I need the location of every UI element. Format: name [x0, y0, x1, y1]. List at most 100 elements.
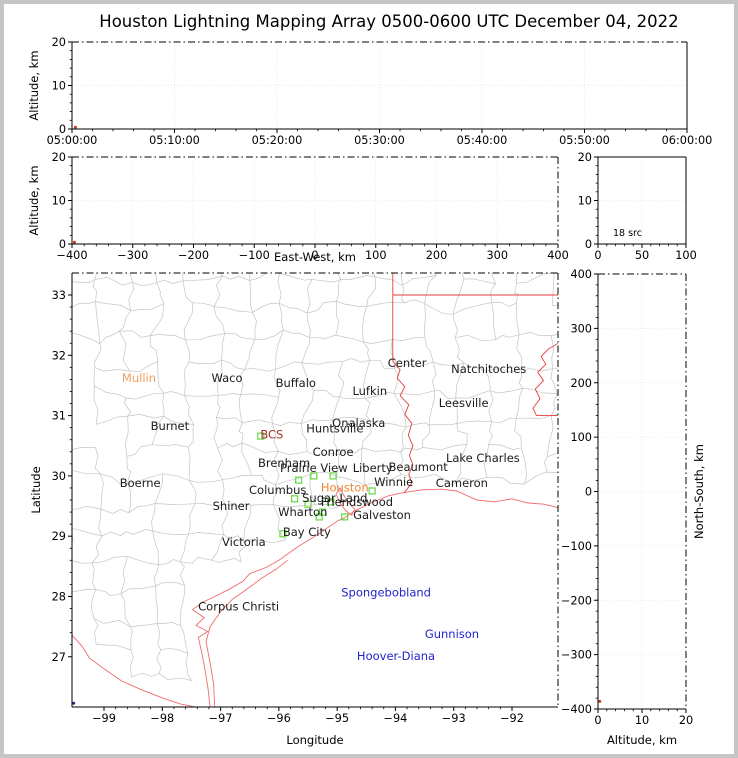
county-line	[180, 556, 212, 564]
county-line	[543, 456, 548, 473]
plan-view-map-axes: −99 −98 −97 −96 −95 −94 −93 −92 27 28 29 30 31 32 33	[52, 272, 559, 725]
station-marker	[329, 472, 337, 480]
county-line	[189, 479, 223, 483]
county-line	[335, 301, 340, 336]
county-line	[241, 442, 252, 476]
y-tick-label: 20	[578, 151, 592, 164]
county-line	[119, 330, 151, 338]
ew-panel-xlabel: East-West, km	[274, 250, 356, 264]
county-line	[311, 278, 341, 283]
county-line	[275, 474, 311, 486]
county-line	[519, 217, 548, 220]
county-line	[339, 396, 365, 400]
county-line	[157, 622, 181, 627]
county-line	[130, 649, 134, 678]
county-line	[336, 217, 365, 230]
county-line	[307, 217, 336, 219]
county-line	[332, 396, 340, 420]
county-line	[424, 275, 437, 304]
county-line	[62, 510, 72, 528]
x-tick-label: 100	[675, 249, 697, 262]
y-tick-label: 10	[52, 195, 66, 208]
county-line	[397, 219, 437, 223]
county-line	[184, 394, 219, 397]
county-line	[179, 534, 189, 562]
county-line	[213, 306, 225, 334]
county-line	[152, 530, 189, 535]
county-line	[486, 476, 525, 485]
county-line	[516, 334, 522, 370]
state-borders-and-coastline	[72, 273, 558, 707]
x-tick-label: 05:50:00	[559, 134, 610, 147]
county-line	[362, 447, 401, 453]
source-count-panel	[597, 156, 687, 245]
eastwest-altitude-panel	[71, 156, 559, 245]
y-tick-label: 10	[52, 80, 66, 93]
county-line	[180, 625, 189, 654]
county-line	[151, 415, 165, 445]
county-line	[515, 303, 520, 335]
county-line	[374, 276, 403, 286]
county-line	[244, 339, 256, 370]
county-line	[335, 334, 364, 343]
county-line	[127, 483, 131, 513]
mississippi-river	[532, 342, 558, 416]
city-label: Gunnison	[425, 627, 479, 641]
county-line	[221, 504, 228, 535]
station-marker	[257, 432, 265, 440]
lightning-source-point	[72, 240, 76, 244]
county-line	[339, 447, 363, 455]
y-tick-label: 0	[59, 123, 66, 136]
county-line	[392, 337, 425, 341]
county-line	[127, 556, 159, 565]
x-tick-label: 10	[635, 714, 649, 727]
x-tick-label: 20	[679, 714, 693, 727]
county-line	[221, 359, 245, 370]
county-line	[163, 391, 185, 396]
county-line	[94, 276, 133, 286]
x-tick-label: −98	[150, 712, 174, 725]
y-tick-label: 33	[52, 289, 66, 302]
county-line	[94, 447, 101, 475]
county-line	[584, 307, 615, 311]
city-label: Spongebobland	[341, 585, 431, 599]
county-line	[277, 273, 282, 304]
county-line	[428, 390, 436, 426]
city-label: Prairie View	[280, 461, 348, 475]
county-line	[607, 426, 613, 454]
county-line	[218, 393, 241, 396]
x-tick-label: −97	[209, 712, 233, 725]
x-tick-label: 50	[635, 249, 649, 262]
county-line	[273, 451, 280, 485]
county-line	[156, 623, 162, 650]
county-line	[131, 672, 160, 678]
county-line	[251, 475, 276, 486]
county-line	[94, 220, 130, 227]
county-line	[118, 330, 131, 372]
county-line	[580, 396, 606, 401]
x-tick-label: 05:10:00	[149, 134, 200, 147]
county-line	[300, 423, 308, 452]
station-marker	[290, 495, 299, 503]
county-line	[364, 473, 402, 485]
county-line	[244, 367, 276, 372]
county-line	[151, 444, 189, 448]
city-label: Beaumont	[388, 460, 448, 474]
x-tick-label: −99	[92, 712, 116, 725]
county-line	[551, 333, 558, 336]
county-line	[520, 447, 528, 485]
county-line	[273, 504, 316, 508]
county-line	[194, 503, 225, 507]
county-line	[242, 419, 273, 424]
y-tick-label: 31	[52, 410, 66, 423]
county-line	[213, 275, 223, 307]
city-label: Shiner	[213, 499, 250, 513]
x-tick-label: 0	[311, 249, 318, 262]
y-tick-label: 29	[52, 530, 66, 543]
station-marker	[295, 476, 303, 484]
county-line	[93, 386, 99, 425]
x-tick-label: −96	[267, 712, 291, 725]
city-label: Houston	[321, 480, 369, 494]
county-line	[271, 397, 279, 424]
